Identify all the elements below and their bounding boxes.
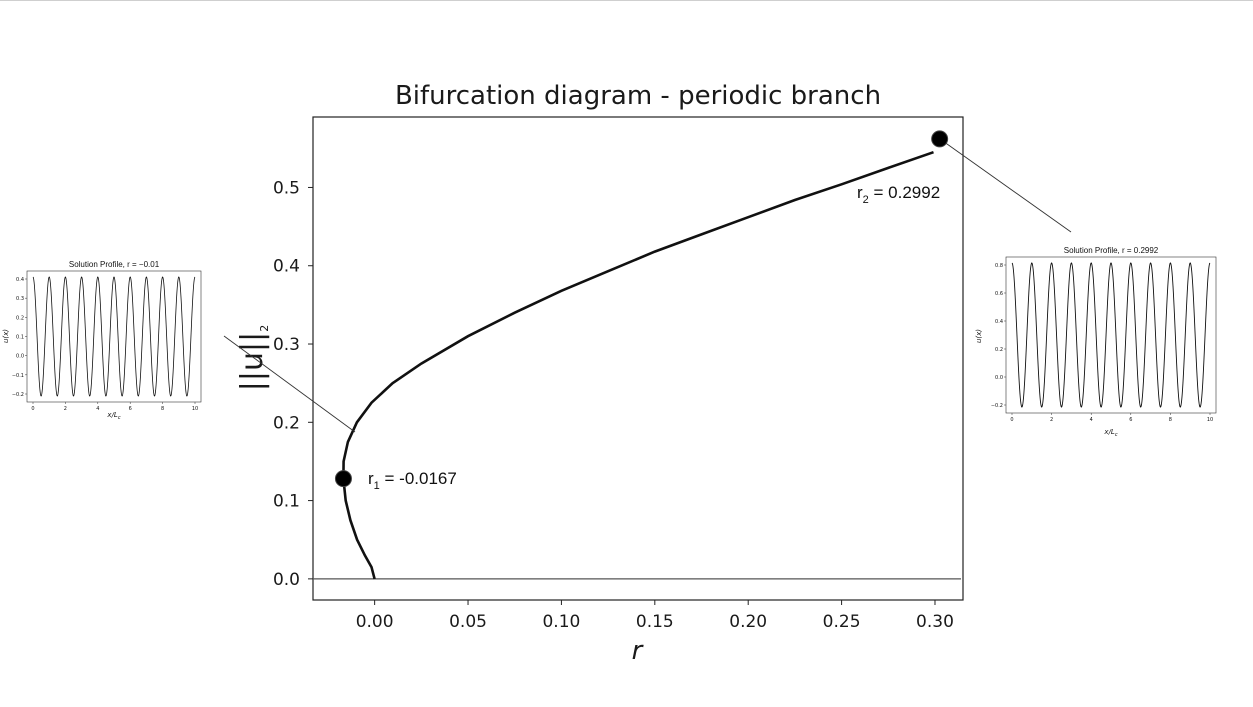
inset-right-x-ticks: 0 2 4 6 8 10	[1010, 413, 1213, 423]
periodic-branch-curve	[342, 150, 934, 580]
inset-y-tick-label: −0.2	[12, 392, 24, 398]
inset-y-tick-label: 0.6	[995, 291, 1003, 297]
highlight-point-r2	[931, 130, 949, 148]
inset-right-xlabel: x/Lc	[1103, 428, 1117, 438]
y-axis-label-group: ||u||2	[235, 325, 271, 391]
x-tick-label: 0.30	[916, 612, 954, 632]
inset-y-tick-label: 0.2	[16, 315, 24, 321]
inset-right: Solution Profile, r = 0.2992 0.80.60.40.…	[975, 246, 1217, 438]
inset-y-tick-label: 0.4	[995, 319, 1003, 325]
inset-x-tick-label: 10	[1207, 417, 1213, 423]
inset-left-profile	[32, 276, 196, 397]
inset-x-tick-label: 8	[161, 406, 164, 412]
inset-x-tick-label: 6	[1129, 417, 1132, 423]
y-tick-label: 0.5	[273, 178, 300, 198]
x-tick-label: 0.10	[542, 612, 580, 632]
annotation-r1: r1 = -0.0167	[368, 469, 457, 492]
x-tick-label: 0.00	[356, 612, 394, 632]
inset-left-ylabel: u(x)	[2, 329, 10, 343]
inset-x-tick-label: 0	[31, 406, 34, 412]
plot-frame	[312, 116, 964, 601]
inset-y-tick-label: 0.0	[16, 354, 24, 360]
inset-y-tick-label: 0.8	[995, 263, 1003, 269]
inset-left-x-ticks: 0 2 4 6 8 10	[31, 402, 198, 412]
inset-right-y-ticks: 0.8 0.6 0.4 0.2 0.0 −0.2	[991, 263, 1006, 409]
inset-x-tick-label: 6	[129, 406, 132, 412]
x-tick-label: 0.25	[823, 612, 861, 632]
inset-y-tick-label: −0.1	[12, 373, 24, 379]
x-tick-label: 0.20	[729, 612, 767, 632]
x-tick-label: 0.05	[449, 612, 487, 632]
inset-left-title: Solution Profile, r = −0.01	[69, 260, 160, 269]
inset-left-frame	[26, 270, 202, 403]
inset-y-tick-label: 0.3	[16, 296, 24, 302]
y-tick-label: 0.3	[273, 335, 300, 355]
inset-y-tick-label: −0.2	[991, 403, 1003, 409]
inset-x-tick-label: 8	[1169, 417, 1172, 423]
annotation-r2: r2 = 0.2992	[857, 183, 940, 206]
inset-y-tick-label: 0.4	[16, 277, 24, 283]
inset-right-profile	[1011, 262, 1211, 408]
y-axis-ticks: 0.0 0.1 0.2 0.3 0.4 0.5	[273, 178, 313, 590]
connector-right	[939, 138, 1072, 233]
y-axis-label: ||u||	[235, 332, 270, 391]
svg-text:||u||2: ||u||2	[235, 325, 271, 391]
y-axis-label-subscript: 2	[258, 325, 271, 332]
y-tick-label: 0.0	[273, 570, 300, 590]
inset-left-y-ticks: 0.4 0.3 0.2 0.1 0.0 −0.1 −0.2	[12, 277, 27, 398]
x-tick-label: 0.15	[636, 612, 674, 632]
y-tick-label: 0.1	[273, 492, 300, 512]
top-border	[0, 0, 1253, 1]
inset-x-tick-label: 2	[1050, 417, 1053, 423]
inset-left: Solution Profile, r = −0.01 0.4 0.3 0.2 0.1…	[2, 260, 202, 421]
inset-left-xlabel: x/Lc	[106, 411, 120, 421]
inset-x-tick-label: 4	[1090, 417, 1093, 423]
inset-right-ylabel: u(x)	[975, 329, 983, 343]
x-axis-label: r	[632, 636, 645, 666]
inset-y-tick-label: 0.0	[995, 375, 1003, 381]
inset-x-tick-label: 4	[96, 406, 99, 412]
inset-x-tick-label: 0	[1010, 417, 1013, 423]
inset-x-tick-label: 2	[64, 406, 67, 412]
inset-y-tick-label: 0.1	[16, 335, 24, 341]
y-tick-label: 0.2	[273, 413, 300, 433]
inset-right-frame	[1005, 256, 1217, 414]
connector-left	[223, 335, 356, 433]
inset-x-tick-label: 10	[192, 406, 198, 412]
highlight-point-r1	[334, 470, 352, 488]
chart-title: Bifurcation diagram - periodic branch	[395, 81, 881, 111]
inset-right-title: Solution Profile, r = 0.2992	[1064, 246, 1159, 255]
inset-y-tick-label: 0.2	[995, 347, 1003, 353]
x-axis-ticks: 0.00 0.05 0.10 0.15 0.20 0.25 0.30	[356, 600, 954, 632]
y-tick-label: 0.4	[273, 257, 300, 277]
